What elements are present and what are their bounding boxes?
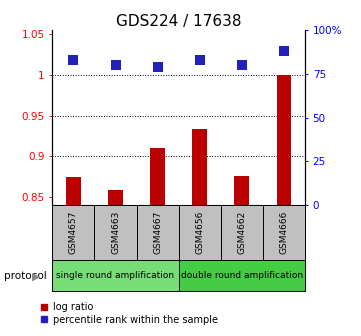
Bar xyxy=(179,260,305,291)
Text: GSM4657: GSM4657 xyxy=(69,211,78,254)
Bar xyxy=(277,75,291,205)
Bar xyxy=(108,190,123,205)
Bar xyxy=(150,148,165,205)
Point xyxy=(239,62,245,68)
Title: GDS224 / 17638: GDS224 / 17638 xyxy=(116,14,242,29)
Bar xyxy=(221,205,263,260)
Bar xyxy=(66,176,81,205)
Bar xyxy=(136,205,179,260)
Text: GSM4666: GSM4666 xyxy=(279,211,288,254)
Bar xyxy=(52,205,95,260)
Text: protocol: protocol xyxy=(4,270,46,281)
Point xyxy=(281,48,287,54)
Text: GSM4663: GSM4663 xyxy=(111,211,120,254)
Point xyxy=(197,57,203,62)
Point xyxy=(70,57,76,62)
Point xyxy=(155,64,161,70)
Bar xyxy=(95,205,136,260)
Text: GSM4656: GSM4656 xyxy=(195,211,204,254)
Bar xyxy=(192,129,207,205)
Text: GSM4662: GSM4662 xyxy=(238,211,246,254)
Bar xyxy=(179,205,221,260)
Bar xyxy=(52,260,179,291)
Legend: log ratio, percentile rank within the sample: log ratio, percentile rank within the sa… xyxy=(41,302,218,325)
Bar xyxy=(263,205,305,260)
Bar xyxy=(235,176,249,205)
Text: double round amplification: double round amplification xyxy=(181,271,303,280)
Text: ▶: ▶ xyxy=(32,271,40,281)
Text: GSM4667: GSM4667 xyxy=(153,211,162,254)
Text: single round amplification: single round amplification xyxy=(56,271,175,280)
Point xyxy=(113,62,118,68)
